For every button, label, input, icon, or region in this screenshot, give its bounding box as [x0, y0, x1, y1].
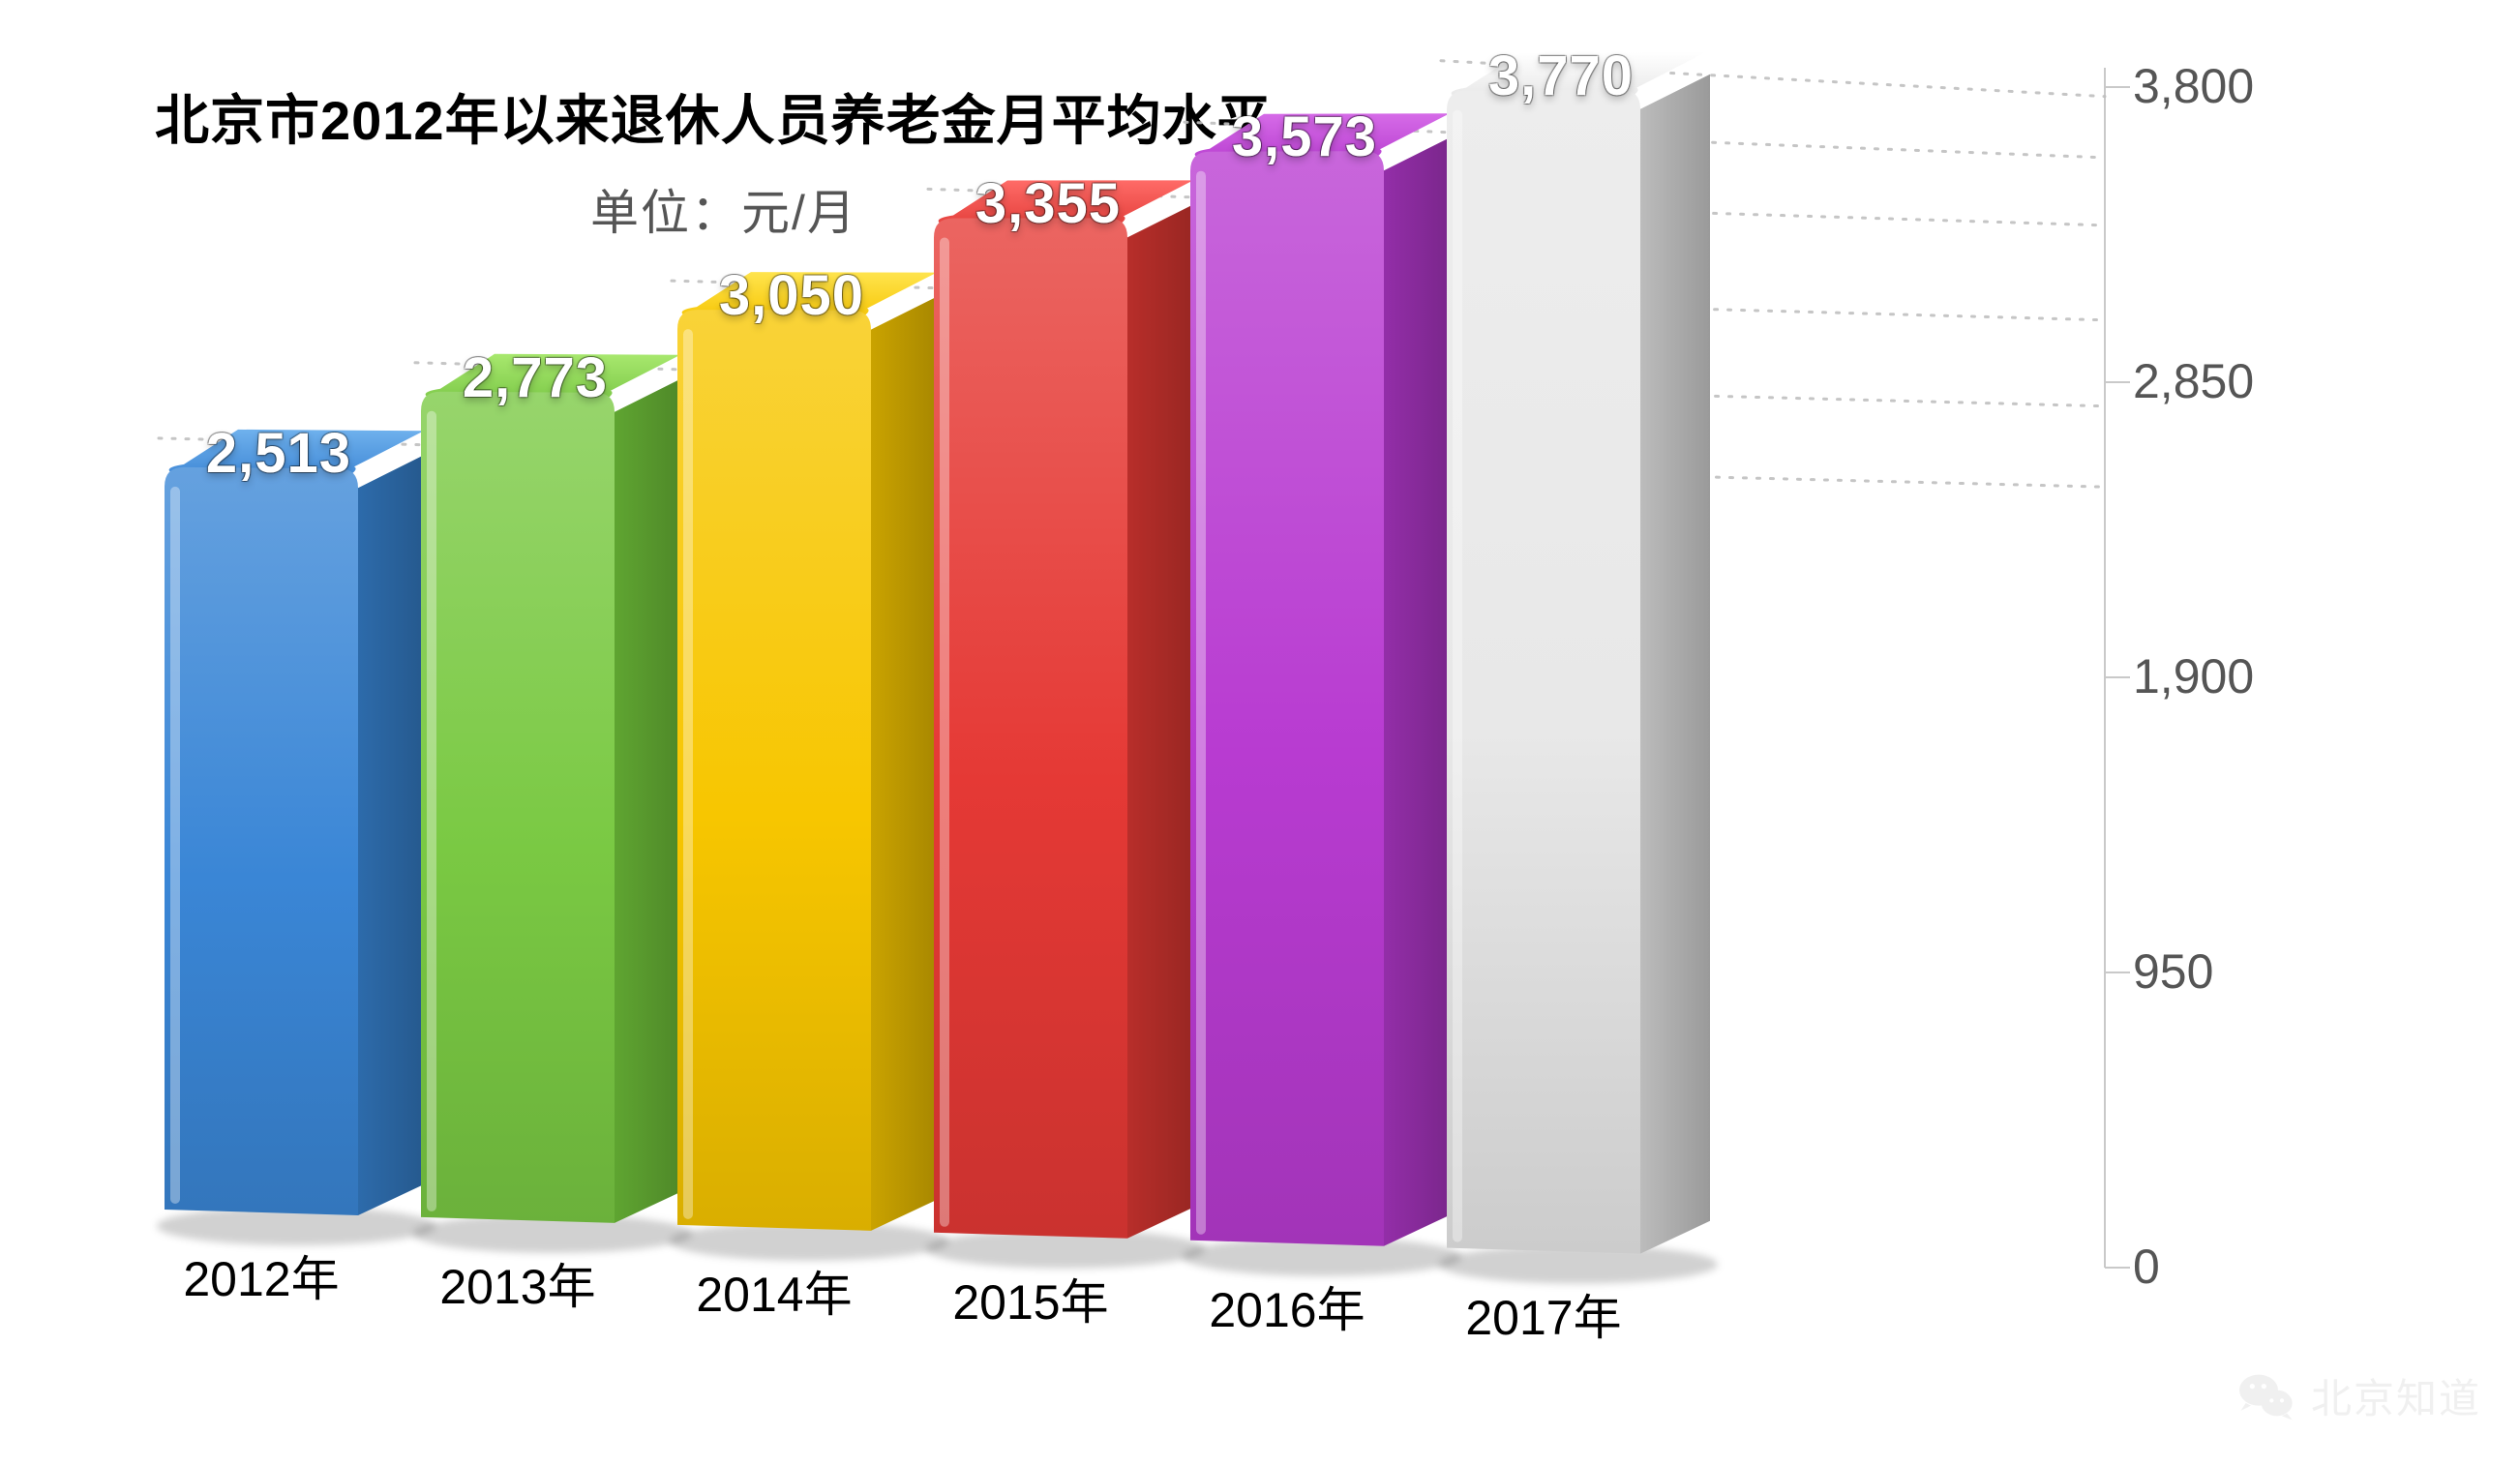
- x-tick-label: 2017年: [1427, 1279, 1660, 1349]
- chart-stage: 北京市2012年以来退休人员养老金月平均水平 单位：元/月 09501,9002…: [0, 0, 2520, 1465]
- bar-value-label: 3,050: [675, 263, 908, 328]
- x-tick-label: 2012年: [145, 1241, 377, 1310]
- bar-value-label: 3,355: [932, 171, 1164, 236]
- watermark: 北京知道: [2235, 1364, 2481, 1426]
- x-axis-labels: 2012年 2013年 2014年 2015年 2016年 2017年: [0, 0, 2520, 1465]
- x-tick-label: 2014年: [658, 1256, 890, 1326]
- bar-value-label: 3,573: [1188, 105, 1421, 169]
- x-tick-label: 2013年: [402, 1248, 634, 1318]
- bar-value-label: 2,773: [419, 345, 651, 410]
- watermark-text: 北京知道: [2311, 1366, 2481, 1425]
- wechat-icon: [2235, 1364, 2297, 1426]
- x-tick-label: 2015年: [915, 1264, 1147, 1333]
- bar-value-label: 2,513: [163, 421, 395, 486]
- bar-value-label: 3,770: [1445, 44, 1677, 108]
- x-tick-label: 2016年: [1171, 1271, 1403, 1341]
